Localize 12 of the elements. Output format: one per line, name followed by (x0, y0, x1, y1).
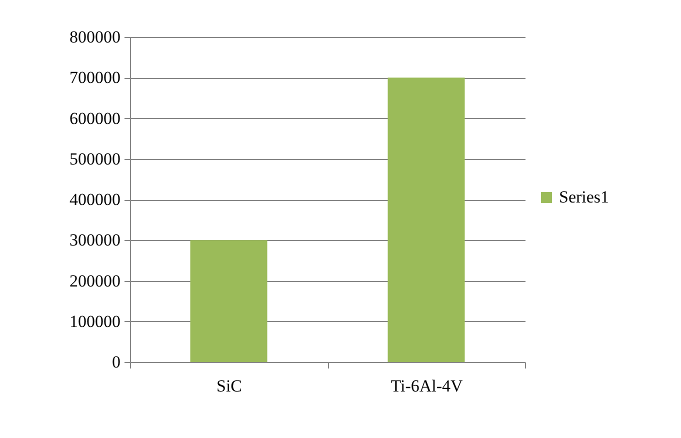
y-tick-label: 100000 (70, 312, 120, 331)
y-tick-label: 0 (112, 352, 120, 372)
x-tick-label: SiC (216, 376, 242, 396)
y-tick-label: 200000 (70, 271, 120, 290)
legend-label: Series1 (559, 188, 610, 206)
y-tick-label: 700000 (70, 68, 120, 88)
y-tick-label: 400000 (70, 190, 120, 209)
y-tick-label: 500000 (70, 149, 120, 168)
y-tick-label: 800000 (70, 28, 120, 46)
y-tick-label: 300000 (70, 230, 120, 250)
x-tick-label: Ti-6Al-4V (390, 376, 464, 396)
y-tick-label: 600000 (70, 108, 120, 128)
